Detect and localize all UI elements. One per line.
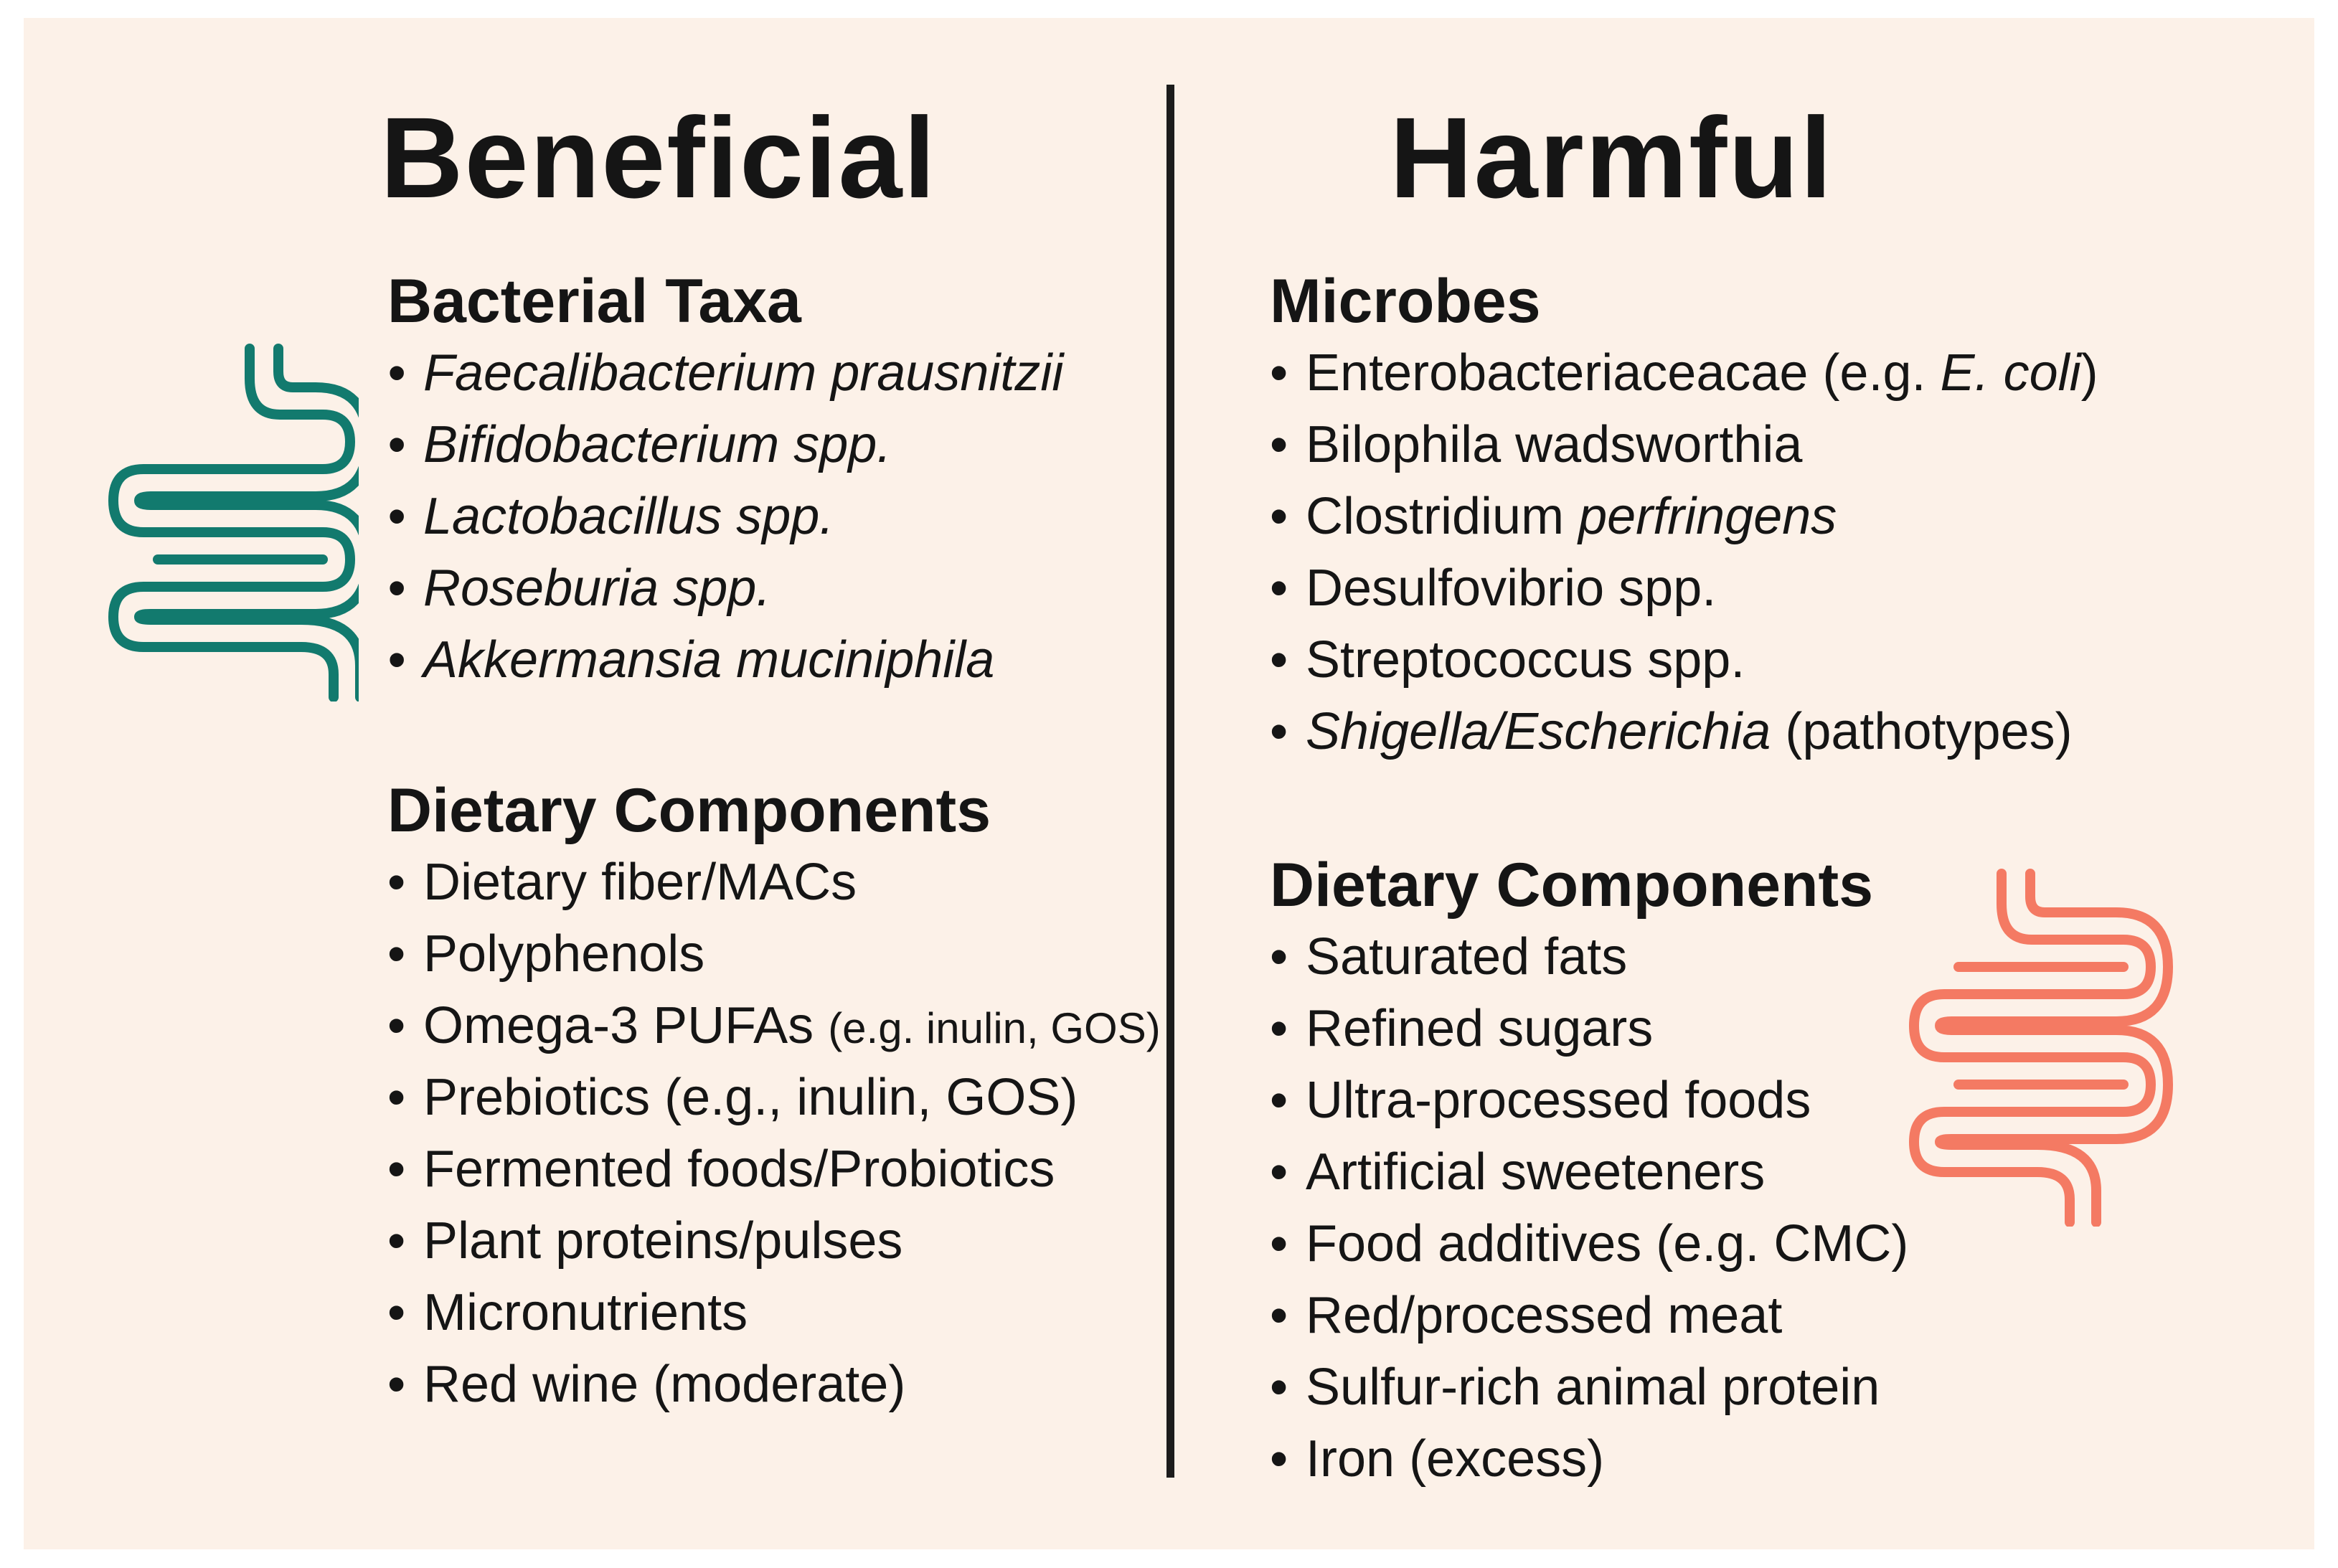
item-italic: Shigella/Escherichia — [1306, 703, 1771, 760]
list-item: Sulfur-rich animal protein — [1270, 1351, 2217, 1423]
beneficial-bacterial-section: Bacterial Taxa Faecalibacterium prausnit… — [387, 265, 1334, 696]
list-item: Shigella/Escherichia (pathotypes) — [1270, 696, 2217, 768]
bacterial-taxa-heading: Bacterial Taxa — [387, 267, 801, 336]
list-item: Red/processed meat — [1270, 1280, 2217, 1351]
list-item: Prebiotics (e.g., inulin, GOS) — [387, 1062, 1334, 1133]
item-text: Bilophila wadsworthia — [1306, 416, 1803, 473]
list-item: Akkermansia muciniphila — [387, 624, 1334, 696]
bacterial-taxa-list: Faecalibacterium prausnitzii Bifidobacte… — [387, 337, 1334, 696]
intestine-icon — [1908, 868, 2195, 1230]
list-item: Bilophila wadsworthia — [1270, 409, 2217, 481]
list-item: Streptococcus spp. — [1270, 624, 2217, 696]
list-item: Refined sugars — [1270, 993, 2217, 1064]
microbes-heading: Microbes — [1270, 267, 1541, 336]
list-item: Clostridium perfringens — [1270, 481, 2217, 552]
harmful-dietary-list: Saturated fats Refined sugars Ultra-proc… — [1270, 921, 2217, 1495]
harmful-dietary-heading: Dietary Components — [1270, 851, 1874, 920]
item-text: Clostridium — [1306, 488, 1579, 545]
list-item: Artificial sweeteners — [1270, 1136, 2217, 1208]
list-item: Polyphenols — [387, 918, 1334, 990]
list-item: Dietary fiber/MACs — [387, 846, 1334, 918]
item-suffix: (pathotypes) — [1771, 703, 2073, 760]
list-item: Bifidobacterium spp. — [387, 409, 1334, 481]
list-item: Saturated fats — [1270, 921, 2217, 993]
list-item: Faecalibacterium prausnitzii — [387, 337, 1334, 409]
list-item: Enterobacteriaceacae (e.g. E. coli) — [1270, 337, 2217, 409]
intestine-icon — [108, 343, 372, 705]
beneficial-dietary-section: Dietary Components Dietary fiber/MACs Po… — [387, 775, 1334, 1420]
microbes-list: Enterobacteriaceacae (e.g. E. coli) Bilo… — [1270, 337, 2217, 768]
list-item: Plant proteins/pulses — [387, 1205, 1334, 1277]
item-text: Dietary fiber/MACs — [423, 854, 857, 911]
item-text: Streptococcus spp. — [1306, 631, 1745, 689]
list-item: Red wine (moderate) — [387, 1349, 1334, 1420]
list-item: Roseburia spp. — [387, 552, 1334, 624]
item-text: Red wine (moderate) — [423, 1356, 906, 1413]
item-text: Enterobacteriaceacae (e.g. — [1306, 344, 1941, 402]
list-item: Omega-3 PUFAs (e.g. inulin, GOS) — [387, 990, 1334, 1062]
item-text: Fermented foods/Probiotics — [423, 1140, 1055, 1198]
harmful-title: Harmful — [1390, 93, 1834, 222]
list-item: Lactobacillus spp. — [387, 481, 1334, 552]
item-text: Polyphenols — [423, 925, 705, 983]
list-item: Micronutrients — [387, 1277, 1334, 1349]
harmful-dietary-section: Dietary Components Saturated fats Refine… — [1270, 849, 2217, 1495]
beneficial-title: Beneficial — [380, 93, 937, 222]
list-item: Desulfovibrio spp. — [1270, 552, 2217, 624]
item-text: Prebiotics (e.g., inulin, GOS) — [423, 1069, 1078, 1126]
beneficial-dietary-list: Dietary fiber/MACs Polyphenols Omega-3 P… — [387, 846, 1334, 1420]
item-note: (e.g. inulin, GOS) — [828, 1004, 1161, 1052]
list-item: Ultra-processed foods — [1270, 1064, 2217, 1136]
item-italic: perfringens — [1578, 488, 1837, 545]
beneficial-dietary-heading: Dietary Components — [387, 776, 991, 845]
item-text: Omega-3 PUFAs — [423, 997, 814, 1054]
item-text: Plant proteins/pulses — [423, 1212, 903, 1270]
column-divider — [1166, 85, 1174, 1478]
item-italic: E. coli — [1940, 344, 2081, 402]
list-item: Fermented foods/Probiotics — [387, 1133, 1334, 1205]
harmful-microbes-section: Microbes Enterobacteriaceacae (e.g. E. c… — [1270, 265, 2217, 768]
list-item: Iron (excess) — [1270, 1423, 2217, 1495]
list-item: Food additives (e.g. CMC) — [1270, 1208, 2217, 1280]
item-suffix: ) — [2080, 344, 2098, 402]
item-text: Micronutrients — [423, 1284, 748, 1341]
item-text: Desulfovibrio spp. — [1306, 559, 1717, 617]
